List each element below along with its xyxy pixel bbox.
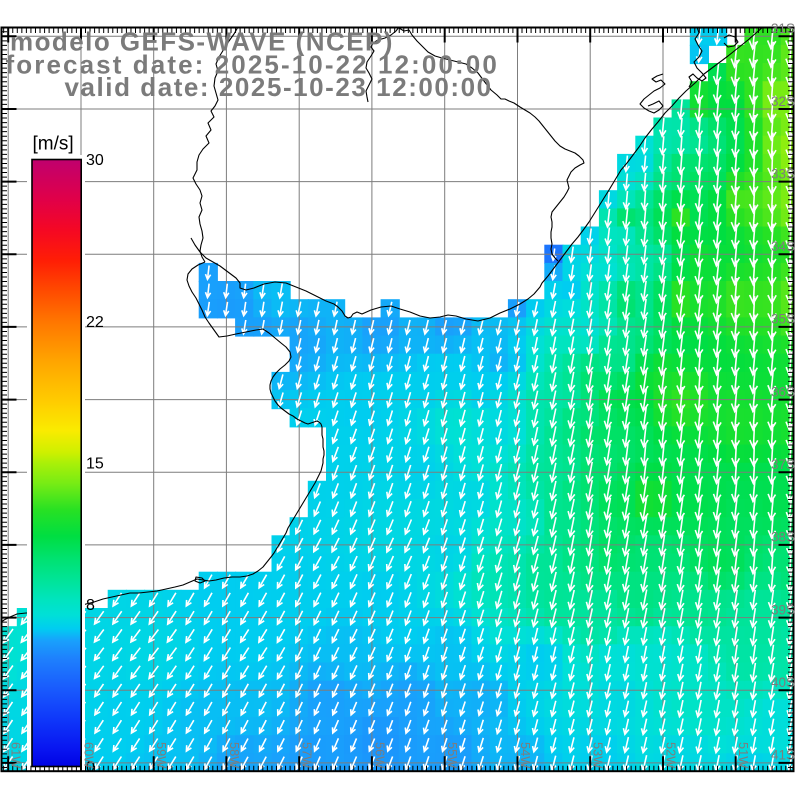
svg-text:51W: 51W [736,742,751,769]
svg-text:8: 8 [86,597,95,614]
svg-text:61W: 61W [9,742,24,769]
svg-text:38S: 38S [771,530,795,545]
svg-text:58W: 58W [227,742,242,769]
svg-text:35S: 35S [771,312,795,327]
svg-text:32S: 32S [771,94,795,109]
svg-text:37S: 37S [771,457,795,472]
svg-text:40S: 40S [771,675,795,690]
svg-text:59W: 59W [154,742,169,769]
svg-text:55W: 55W [445,742,460,769]
svg-text:30: 30 [86,152,104,169]
svg-text:forecast date: 2025-10-22 12:0: forecast date: 2025-10-22 12:00:00 [6,50,499,80]
svg-text:valid date: 2025-10-23 12:00:0: valid date: 2025-10-23 12:00:00 [65,72,493,102]
svg-text:22: 22 [86,314,104,331]
svg-text:60W: 60W [82,742,97,769]
svg-text:57W: 57W [300,742,315,769]
svg-text:[m/s]: [m/s] [33,134,74,155]
svg-text:56W: 56W [372,742,387,769]
svg-text:39S: 39S [771,602,795,617]
svg-text:54W: 54W [518,742,533,769]
svg-text:modelo GEFS-WAVE (NCEP): modelo GEFS-WAVE (NCEP) [10,27,394,57]
svg-text:52W: 52W [664,742,679,769]
svg-text:31S: 31S [771,21,795,36]
svg-text:36S: 36S [771,384,795,399]
svg-text:41S: 41S [771,748,795,763]
svg-text:15: 15 [86,456,104,473]
svg-text:34S: 34S [771,239,795,254]
svg-text:53W: 53W [591,742,606,769]
svg-text:33S: 33S [771,166,795,181]
